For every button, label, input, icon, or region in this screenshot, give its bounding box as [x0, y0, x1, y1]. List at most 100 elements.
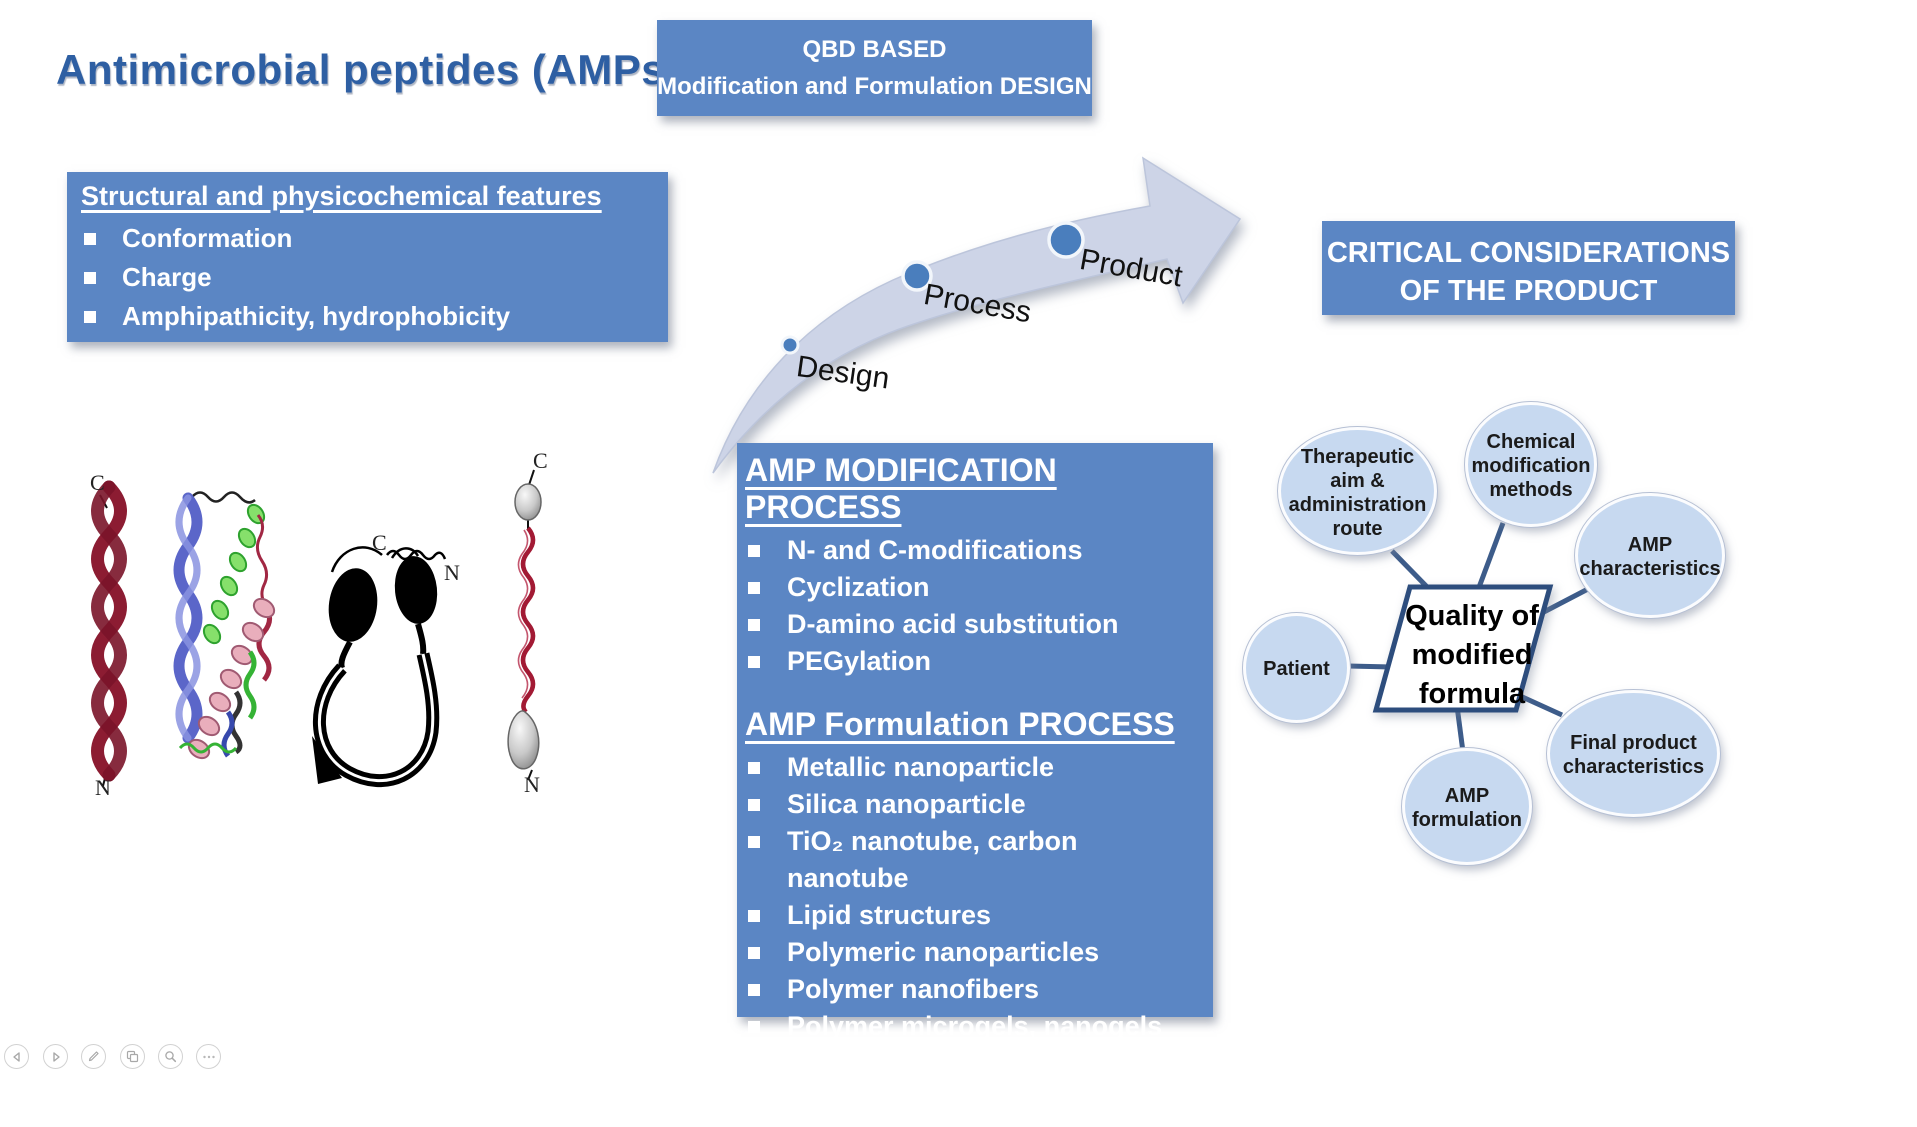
node-line: route [1332, 518, 1383, 540]
node-line: administration [1288, 494, 1427, 516]
node-patient: Patient [1243, 613, 1350, 723]
formulation-item: Polymer nanofibers [787, 974, 1040, 1004]
list-item: Polymer microgels, nanogels and hydrogel… [745, 1008, 1177, 1082]
list-item: Conformation [81, 219, 658, 258]
modification-process-title: AMP MODIFICATION PROCESS [745, 452, 1057, 525]
formulation-item: Lipid structures [787, 900, 992, 930]
formulation-item: TiO₂ nanotube, carbon nanotube [787, 826, 1078, 893]
node-line: Patient [1263, 658, 1330, 680]
list-item: Amphipathicity, hydrophobicity [81, 297, 658, 336]
list-item: Silica nanoparticle [745, 786, 1177, 823]
terminus-c-label: C [90, 470, 105, 495]
bullet-icon [748, 582, 760, 594]
quality-line: formula [1418, 678, 1526, 710]
modification-item: D-amino acid substitution [787, 609, 1119, 639]
bullet-icon [748, 656, 760, 668]
bullet-icon [748, 762, 760, 774]
list-item: PEGylation [745, 643, 1207, 680]
node-final-product: Final product characteristics [1547, 690, 1720, 817]
node-line: characteristics [1562, 756, 1705, 778]
slide-sorter-icon [126, 1050, 139, 1063]
node-line: AMP [1627, 534, 1673, 556]
quality-parallelogram [1372, 584, 1554, 713]
features-box: Structural and physicochemical features … [67, 172, 668, 342]
list-item: Lipid structures [745, 897, 1177, 934]
terminus-c-label: C [533, 448, 548, 473]
more-options-button[interactable] [196, 1044, 221, 1069]
previous-icon [12, 1051, 20, 1062]
qbd-stage-dots [780, 221, 1085, 355]
bullet-icon [748, 910, 760, 922]
modification-list: N- and C-modifications Cyclization D-ami… [745, 532, 1207, 680]
formulation-list: Metallic nanoparticle Silica nanoparticl… [745, 749, 1177, 1082]
list-item: Cyclization [745, 569, 1207, 606]
terminus-n-label: N [524, 772, 540, 797]
previous-slide-button[interactable] [4, 1044, 29, 1069]
qbd-banner-line2: Modification and Formulation DESIGN [657, 73, 1092, 100]
sheet-bundle-figure [173, 491, 276, 760]
pen-icon [88, 1051, 99, 1062]
quality-line: modified [1411, 639, 1533, 671]
critical-box-line2: OF THE PRODUCT [1399, 275, 1658, 307]
terminus-c-label: C [372, 530, 387, 555]
feature-label: Amphipathicity, hydrophobicity [122, 301, 511, 331]
list-item: Polymer nanofibers [745, 971, 1177, 1008]
design-dot [780, 335, 800, 355]
formulation-item: Polymer microgels, nanogels and hydrogel… [787, 1011, 1163, 1078]
pen-button[interactable] [81, 1044, 106, 1069]
features-box-title: Structural and physicochemical features [81, 181, 602, 211]
terminus-n-label: N [95, 775, 111, 800]
qbd-banner-line1: QBD BASED [802, 36, 947, 63]
node-line: methods [1489, 479, 1573, 501]
more-options-icon [202, 1055, 215, 1058]
critical-box-line1: CRITICAL CONSIDERATIONS [1326, 237, 1731, 269]
slide-sorter-button[interactable] [120, 1044, 145, 1069]
next-slide-button[interactable] [43, 1044, 68, 1069]
process-dot [901, 260, 933, 292]
helix-figure [91, 480, 127, 787]
critical-considerations-box: CRITICAL CONSIDERATIONS OF THE PRODUCT [1322, 221, 1735, 315]
node-therapeutic-aim: Therapeutic aim & administration route [1278, 427, 1437, 555]
node-line: Therapeutic [1300, 446, 1415, 468]
lineart-figure [312, 546, 447, 788]
product-dot [1047, 221, 1085, 259]
list-item: TiO₂ nanotube, carbon nanotube [745, 823, 1177, 897]
node-amp-characteristics: AMP characteristics [1575, 493, 1725, 618]
zoom-icon [165, 1051, 177, 1063]
node-line: Chemical [1486, 431, 1576, 453]
modification-item: N- and C-modifications [787, 535, 1083, 565]
node-chemical-modification: Chemical modification methods [1465, 402, 1597, 527]
node-amp-formulation: AMP formulation [1402, 748, 1532, 865]
node-line: Final product [1570, 732, 1697, 754]
list-item: D-amino acid substitution [745, 606, 1207, 643]
feature-label: Conformation [122, 223, 293, 253]
zoom-button[interactable] [158, 1044, 183, 1069]
list-item: N- and C-modifications [745, 532, 1207, 569]
bullet-icon [84, 272, 96, 284]
formulation-process-title: AMP Formulation PROCESS [745, 706, 1175, 742]
feature-label: Charge [122, 262, 212, 292]
node-line: formulation [1412, 809, 1522, 831]
modification-item: Cyclization [787, 572, 930, 602]
bullet-icon [748, 836, 760, 848]
balloon-helix-figure [507, 469, 542, 781]
page-title: Antimicrobial peptides (AMPs) [56, 46, 680, 93]
node-line: AMP [1444, 785, 1490, 807]
features-list: Conformation Charge Amphipathicity, hydr… [81, 219, 658, 336]
node-line: modification [1471, 455, 1591, 477]
node-line: characteristics [1579, 558, 1721, 580]
bullet-icon [748, 799, 760, 811]
list-item: Metallic nanoparticle [745, 749, 1177, 786]
quality-center-label: Quality of modified formula [1398, 597, 1546, 714]
formulation-item: Silica nanoparticle [787, 789, 1026, 819]
modification-item: PEGylation [787, 646, 932, 676]
list-item: Polymeric nanoparticles [745, 934, 1177, 971]
next-icon [52, 1051, 60, 1062]
bullet-icon [748, 1021, 760, 1033]
qbd-banner: QBD BASED Modification and Formulation D… [657, 20, 1092, 116]
process-box: AMP MODIFICATION PROCESS N- and C-modifi… [737, 443, 1213, 1078]
bullet-icon [84, 311, 96, 323]
bullet-icon [748, 947, 760, 959]
